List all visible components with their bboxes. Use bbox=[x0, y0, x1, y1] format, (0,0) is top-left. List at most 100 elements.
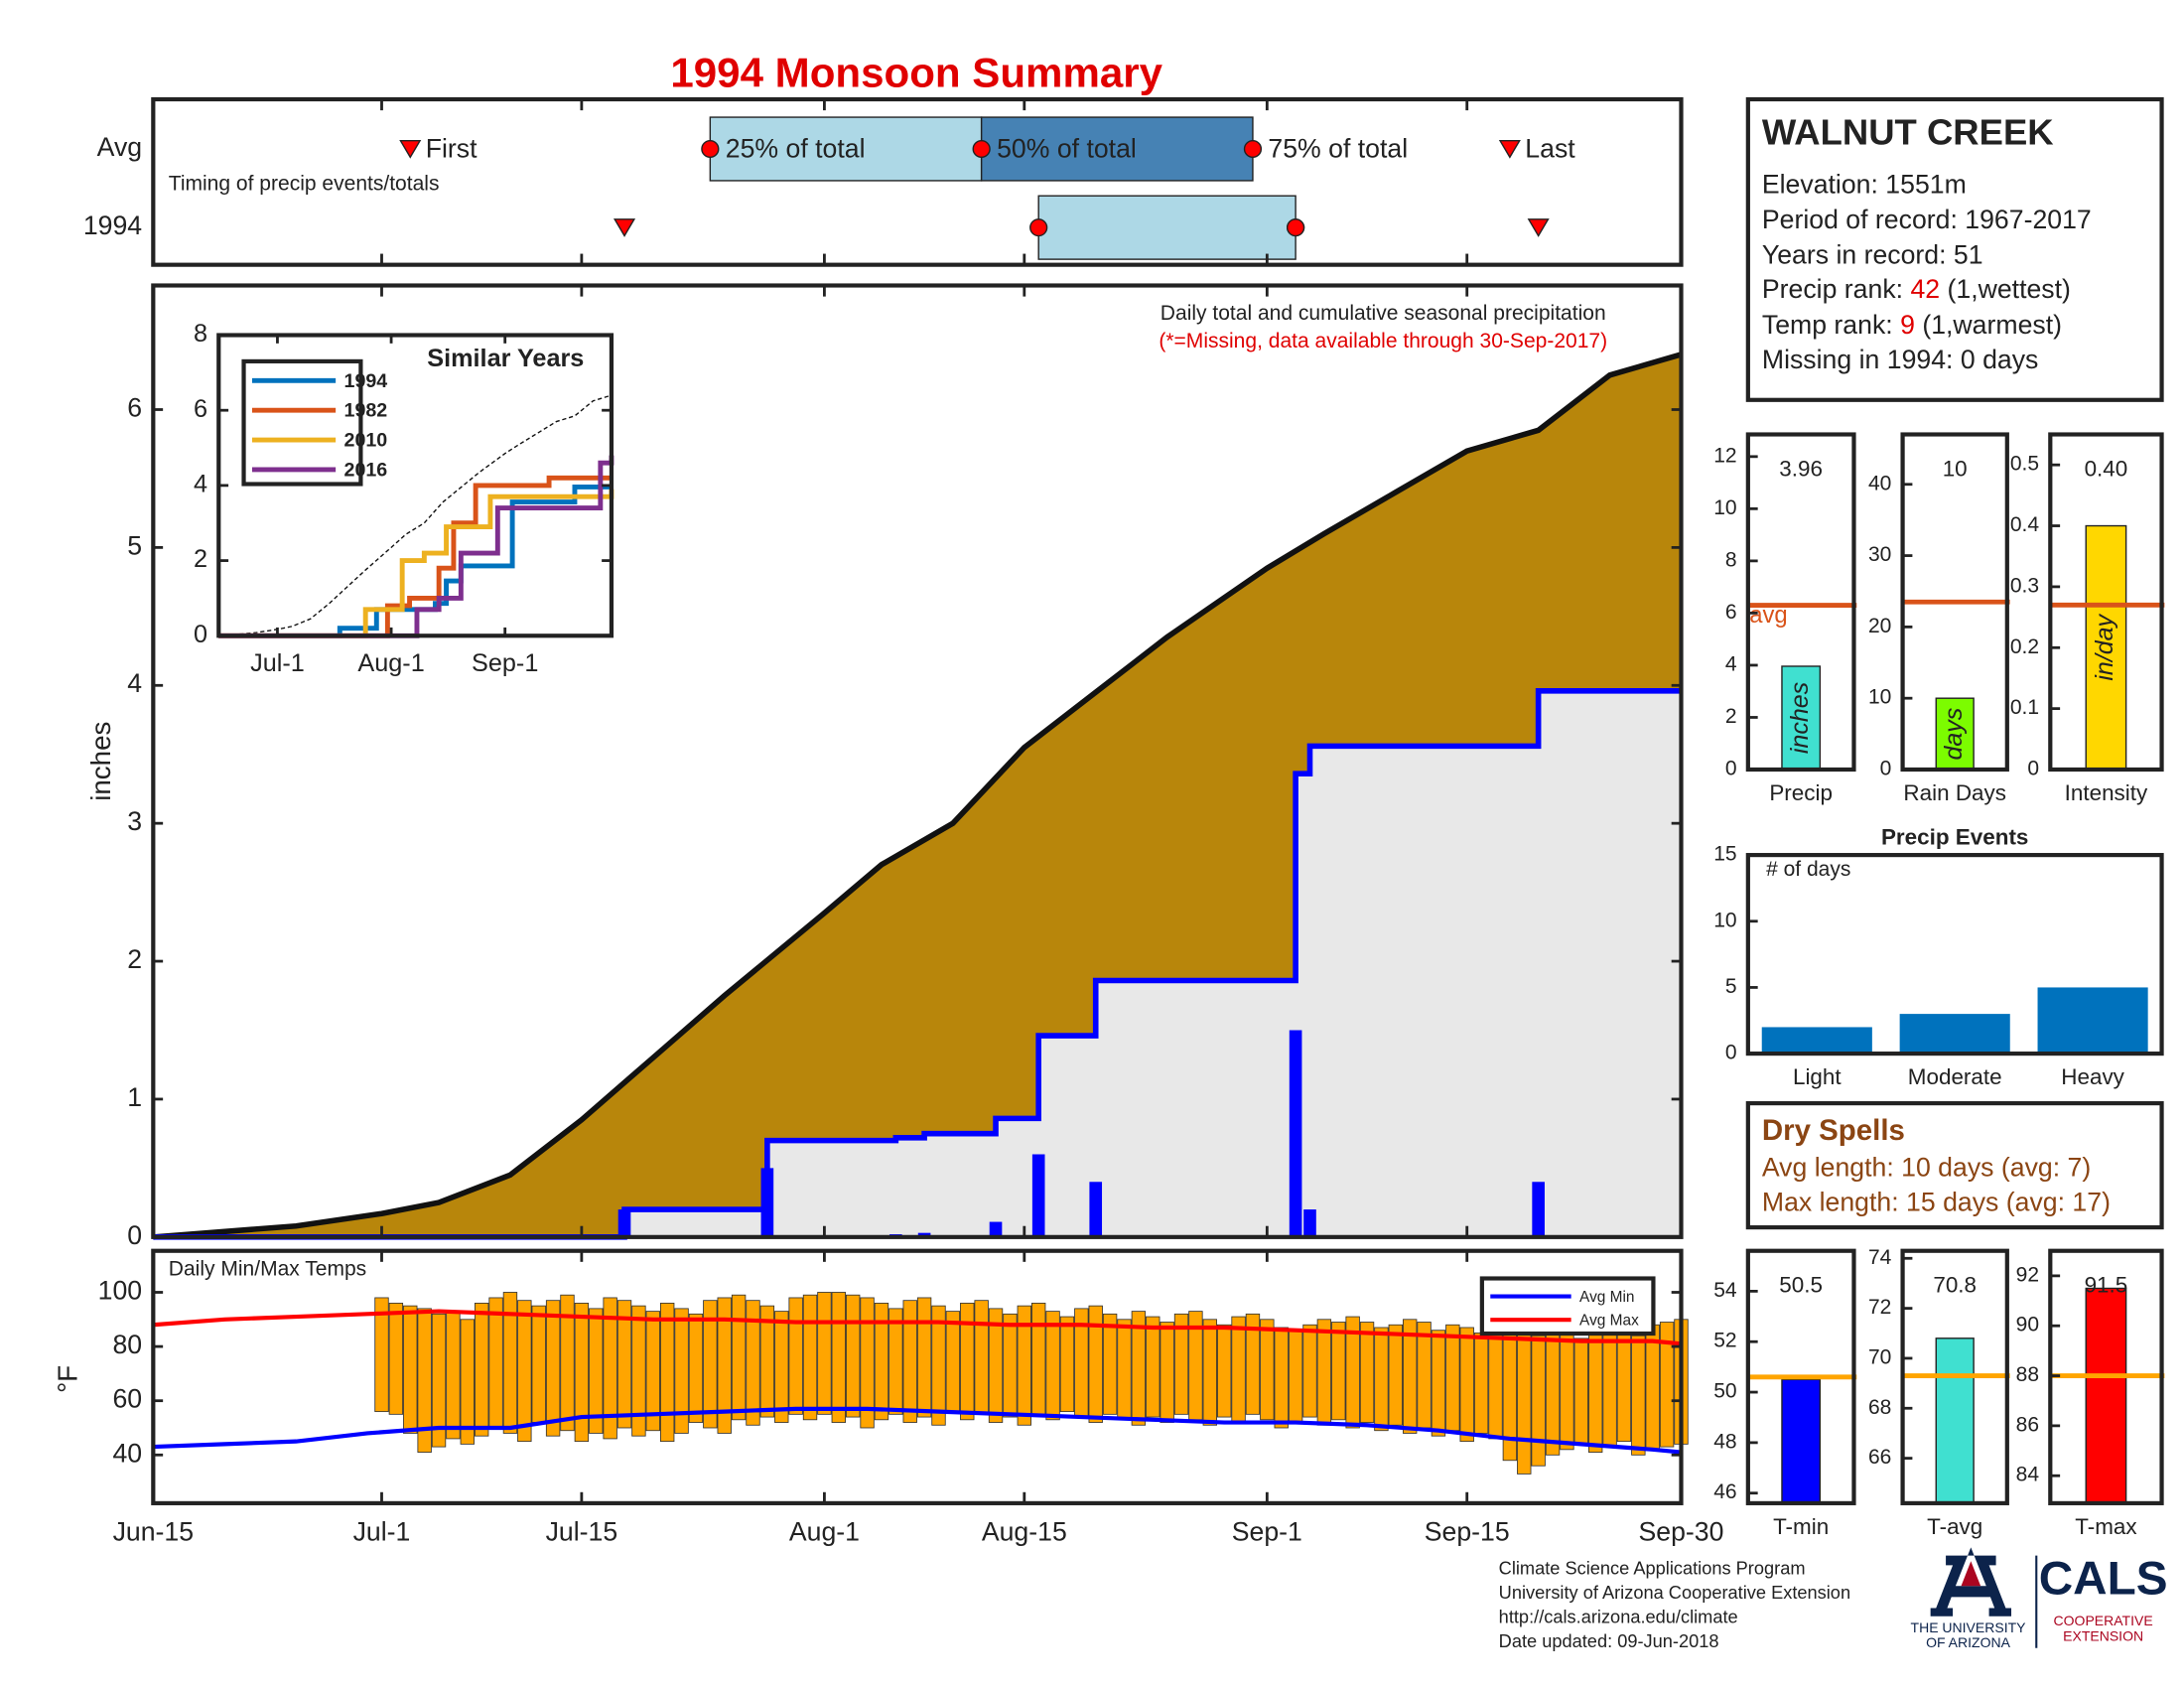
marker-label: 25% of total bbox=[726, 133, 866, 163]
category-label: T-max bbox=[2075, 1514, 2136, 1539]
temp-bar bbox=[1587, 1333, 1603, 1453]
x-tick-label: Sep-15 bbox=[1425, 1517, 1510, 1547]
bar-unit: days bbox=[1940, 707, 1968, 760]
y-tick-label: 68 bbox=[1868, 1396, 1891, 1419]
series-line bbox=[218, 489, 614, 638]
footer-line: Date updated: 09-Jun-2018 bbox=[1499, 1631, 1719, 1651]
y-tick-label: 30 bbox=[1868, 543, 1891, 566]
daily-bar bbox=[760, 1168, 774, 1237]
temp-bar bbox=[446, 1311, 461, 1440]
temp-bar bbox=[717, 1297, 732, 1434]
temp-bar bbox=[1517, 1327, 1532, 1475]
temp-bar bbox=[802, 1294, 818, 1421]
marker-triangle bbox=[399, 139, 422, 159]
temp-bar bbox=[831, 1292, 846, 1423]
y-tick-label: 2 bbox=[1725, 705, 1737, 728]
temp-bar bbox=[1545, 1330, 1561, 1456]
temp-bar bbox=[1088, 1305, 1103, 1423]
legend-box bbox=[1479, 1276, 1656, 1336]
y-tick-label: 70 bbox=[1868, 1346, 1891, 1369]
y-axis-note: # of days bbox=[1766, 858, 1850, 881]
temp-bar bbox=[1202, 1319, 1217, 1426]
temp-bar bbox=[560, 1294, 575, 1432]
info-line: Temp rank: 9 (1,warmest) bbox=[1762, 310, 2062, 340]
bar-unit: in/day bbox=[2091, 614, 2118, 681]
temp-bar bbox=[1216, 1324, 1232, 1418]
y-tick-label: 0 bbox=[1880, 758, 1892, 780]
y-tick-label: 0 bbox=[1725, 758, 1737, 780]
value-label: 0.40 bbox=[2085, 457, 2128, 482]
y-axis-label: °F bbox=[52, 1365, 82, 1393]
temp-bar bbox=[403, 1305, 418, 1434]
dry-box bbox=[1745, 1101, 2164, 1230]
category-label: Rain Days bbox=[1903, 780, 2006, 805]
footer-line: Climate Science Applications Program bbox=[1499, 1558, 1806, 1578]
y-tick-label: 12 bbox=[1713, 444, 1736, 467]
temp-bar bbox=[1274, 1327, 1289, 1429]
avg-line bbox=[153, 352, 1683, 1240]
y-tick-label: 0.3 bbox=[2010, 575, 2039, 598]
legend-label: Avg Min bbox=[1579, 1289, 1634, 1306]
temp-bar bbox=[845, 1294, 861, 1418]
temp-bar bbox=[616, 1300, 632, 1429]
temp-bar bbox=[888, 1308, 903, 1415]
plot-frame bbox=[216, 333, 614, 638]
temp-bar bbox=[860, 1297, 875, 1429]
y-tick-label: 1 bbox=[127, 1082, 142, 1112]
bar bbox=[1935, 697, 1975, 771]
y-tick-label: 86 bbox=[2016, 1413, 2039, 1436]
temp-bar bbox=[1459, 1327, 1474, 1443]
y-tick-label: 0 bbox=[194, 621, 207, 648]
temp-bar bbox=[1003, 1313, 1018, 1418]
series-line bbox=[218, 484, 612, 638]
legend-label: 2010 bbox=[344, 430, 388, 452]
temp-bar bbox=[1160, 1322, 1174, 1423]
temp-bar bbox=[388, 1302, 404, 1415]
bar bbox=[2085, 1287, 2127, 1504]
daily-bar bbox=[989, 1221, 1003, 1237]
temp-bar bbox=[931, 1305, 946, 1426]
dry-title: Dry Spells bbox=[1762, 1114, 1905, 1147]
temp-bar bbox=[1173, 1313, 1189, 1415]
category-label: Intensity bbox=[2065, 780, 2148, 805]
temp-bar bbox=[645, 1311, 660, 1432]
temp-bar bbox=[1146, 1316, 1160, 1418]
temp-bar bbox=[774, 1311, 789, 1423]
series-line bbox=[218, 475, 612, 638]
temp-bar bbox=[1045, 1311, 1060, 1421]
marker-triangle bbox=[613, 218, 636, 237]
dry-line: Max length: 15 days (avg: 17) bbox=[1762, 1188, 2111, 1217]
temp-bar bbox=[1288, 1330, 1303, 1423]
bar bbox=[1899, 1014, 2010, 1055]
temp-bar bbox=[703, 1300, 718, 1429]
y-tick-label: 6 bbox=[1725, 601, 1737, 624]
marker-label: First bbox=[426, 133, 478, 163]
y-tick-label: 88 bbox=[2016, 1363, 2039, 1386]
row-label: Avg bbox=[97, 132, 142, 162]
y-tick-label: 0.5 bbox=[2010, 453, 2039, 476]
y-tick-label: 10 bbox=[1713, 496, 1736, 519]
plot-frame bbox=[1900, 432, 2009, 773]
marker-triangle bbox=[1527, 218, 1550, 237]
plot-frame bbox=[151, 283, 1684, 1239]
temp-bar bbox=[1102, 1313, 1118, 1415]
y-tick-label: 2 bbox=[194, 545, 207, 573]
value-label: 70.8 bbox=[1933, 1273, 1977, 1298]
temp-bar bbox=[417, 1308, 432, 1453]
temp-bar bbox=[1473, 1333, 1489, 1434]
box-lower bbox=[709, 116, 983, 182]
temp-bar bbox=[1631, 1335, 1646, 1456]
plot-frame bbox=[1745, 1248, 1856, 1505]
temp-bar bbox=[545, 1300, 561, 1437]
temp-bar bbox=[1245, 1313, 1261, 1415]
temp-bar bbox=[988, 1308, 1004, 1423]
daily-bar bbox=[1303, 1209, 1316, 1237]
temp-bar bbox=[1573, 1337, 1588, 1445]
bar bbox=[2037, 987, 2148, 1055]
daily-bar bbox=[1031, 1154, 1045, 1237]
info-line: Years in record: 51 bbox=[1762, 239, 1983, 269]
y-tick-label: 100 bbox=[98, 1276, 142, 1306]
y-tick-label: 72 bbox=[1868, 1296, 1891, 1319]
y-tick-label: 6 bbox=[194, 395, 207, 423]
